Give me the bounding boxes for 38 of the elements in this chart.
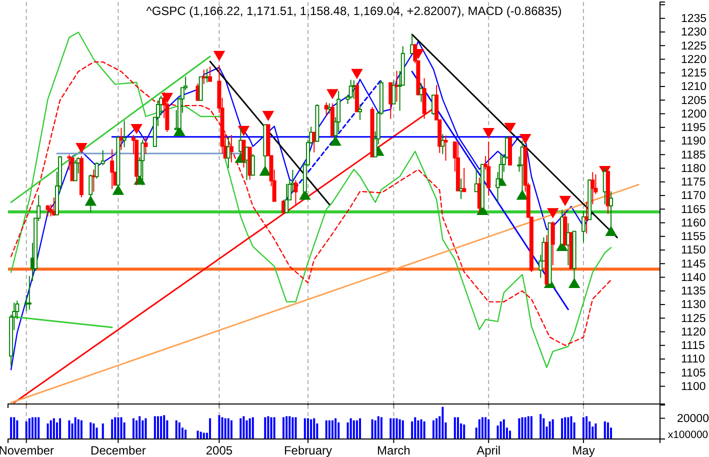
y-tick-label: 1195 (681, 122, 706, 134)
y-tick-label: 1215 (681, 68, 707, 80)
chart-title: ^GSPC (1,166.22, 1,171.51, 1,158.48, 1,169.04, +2.82007), MACD (-0.86835) (146, 4, 562, 18)
y-tick-label: 1225 (681, 40, 707, 52)
y-tick-label: 1110 (681, 354, 705, 366)
y-tick-label: 20000 (677, 412, 709, 425)
y-tick-label: 1205 (681, 94, 707, 107)
x-tick-label: December (90, 444, 146, 457)
y-tick-label: 1100 (681, 380, 706, 393)
y-tick-label: 1200 (681, 108, 707, 120)
x-tick-label: November (0, 444, 54, 457)
y-tick-label: 1120 (681, 326, 706, 338)
y-tick-label: 1130 (681, 299, 706, 312)
y-tick-label: 1150 (681, 244, 706, 257)
y-tick-label: 1105 (681, 367, 706, 380)
y-tick-label: 1235 (681, 13, 707, 26)
y-tick-label: 1125 (681, 312, 706, 325)
y-tick-label: 1155 (681, 231, 706, 244)
y-tick-label: 1145 (681, 258, 706, 270)
y-tick-label: 1190 (681, 136, 706, 148)
y-tick-label: 1180 (681, 162, 706, 175)
y-tick-label: 1210 (681, 81, 707, 94)
y-tick-label: 1220 (681, 54, 707, 66)
y-tick-label: 1165 (681, 204, 706, 216)
x-tick-label: April (476, 444, 501, 457)
x-tick-label: February (284, 444, 332, 457)
x-tick-label: 2005 (206, 444, 233, 457)
x-tick-label: March (377, 444, 410, 457)
y-tick-label: 1170 (681, 190, 706, 202)
y-tick-label: 1230 (681, 26, 707, 39)
y-tick-label: 1135 (681, 286, 706, 298)
x-tick-label: May (572, 444, 595, 457)
y-tick-label: 1115 (681, 340, 705, 352)
y-tick-label: 1185 (681, 149, 706, 162)
y-tick-label: 1160 (681, 217, 706, 230)
y-tick-label: 1175 (681, 176, 706, 189)
y-tick-label: 1140 (681, 272, 706, 284)
y-axis-title: x100000 (668, 429, 708, 441)
